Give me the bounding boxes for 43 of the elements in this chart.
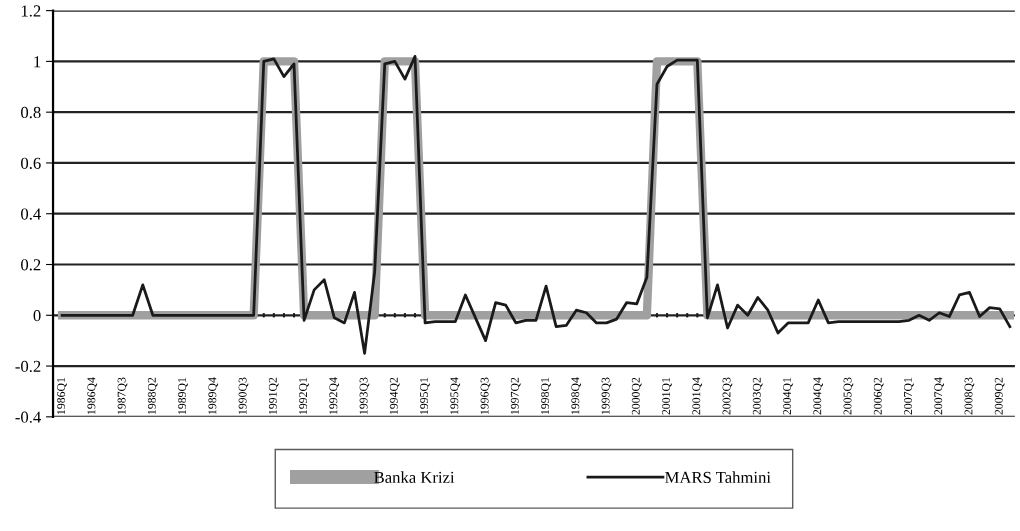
x-tick-label: 1993Q3 (359, 377, 370, 415)
legend-label: Banka Krizi (374, 471, 455, 484)
x-tick-label: 2002Q3 (722, 377, 733, 415)
y-tick-label: -0.2 (15, 360, 41, 373)
y-tick-label: 0.4 (21, 208, 41, 220)
y-tick-label: 0.8 (21, 106, 41, 119)
x-tick-label: 1994Q2 (389, 377, 400, 415)
x-tick-label: 1987Q3 (117, 377, 128, 415)
x-tick-label: 2000Q2 (631, 377, 642, 415)
y-tick-label: 0.6 (21, 157, 41, 169)
legend-label: MARS Tahmini (665, 471, 771, 484)
y-tick-label: -0.4 (15, 411, 41, 423)
x-tick-label: 2006Q2 (873, 377, 884, 415)
x-tick-label: 2008Q3 (964, 377, 975, 415)
x-tick-label: 2001Q4 (692, 377, 703, 415)
x-tick-label: 1989Q1 (178, 377, 188, 415)
x-tick-label: 1997Q2 (510, 377, 521, 415)
x-tick-label: 1990Q3 (238, 377, 249, 415)
x-tick-label: 1988Q2 (147, 377, 158, 415)
x-tick-label: 2001Q1 (662, 377, 672, 415)
y-tick-label: 0 (33, 309, 41, 322)
x-tick-label: 1996Q3 (480, 377, 491, 415)
x-tick-label: 1986Q1 (57, 377, 67, 415)
x-tick-label: 2009Q2 (994, 377, 1005, 415)
x-tick-label: 1998Q1 (541, 377, 551, 415)
x-tick-label: 1995Q4 (450, 377, 461, 415)
x-tick-label: 1999Q3 (601, 377, 612, 415)
x-tick-label: 2007Q1 (904, 377, 914, 415)
x-tick-label: 1991Q2 (268, 377, 279, 415)
x-tick-label: 2005Q3 (843, 377, 854, 415)
y-tick-label: 0.2 (21, 259, 41, 271)
x-tick-label: 1992Q4 (329, 377, 340, 415)
x-tick-label: 1989Q4 (208, 377, 219, 415)
y-tick-label: 1.2 (21, 5, 41, 17)
x-tick-label: 1986Q4 (87, 377, 98, 415)
x-tick-label: 2004Q1 (783, 377, 793, 415)
y-tick-label: 1 (34, 56, 41, 68)
x-tick-label: 1992Q1 (299, 377, 309, 415)
x-tick-label: 2003Q2 (752, 377, 763, 415)
x-tick-label: 2004Q4 (813, 377, 824, 415)
x-tick-label: 1995Q1 (420, 377, 430, 415)
x-tick-label: 2007Q4 (934, 377, 945, 415)
x-tick-label: 1998Q4 (571, 377, 582, 415)
